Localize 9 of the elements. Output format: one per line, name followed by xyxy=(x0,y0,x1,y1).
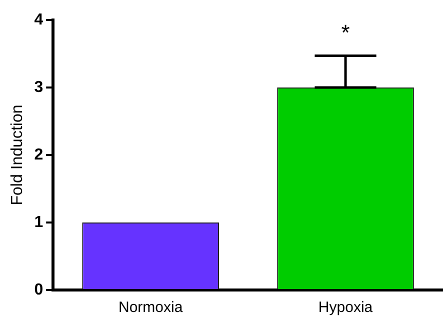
x-tick-label: Normoxia xyxy=(118,299,184,316)
x-tick-label: Hypoxia xyxy=(318,299,374,316)
y-tick-label: 1 xyxy=(34,214,44,231)
y-tick-label: 0 xyxy=(34,281,44,298)
y-tick-label: 4 xyxy=(34,11,44,28)
annotation: * xyxy=(341,20,350,45)
y-tick-label: 3 xyxy=(34,78,44,96)
y-tick-label: 2 xyxy=(34,146,44,164)
y-axis-title: Fold Induction xyxy=(9,104,26,206)
